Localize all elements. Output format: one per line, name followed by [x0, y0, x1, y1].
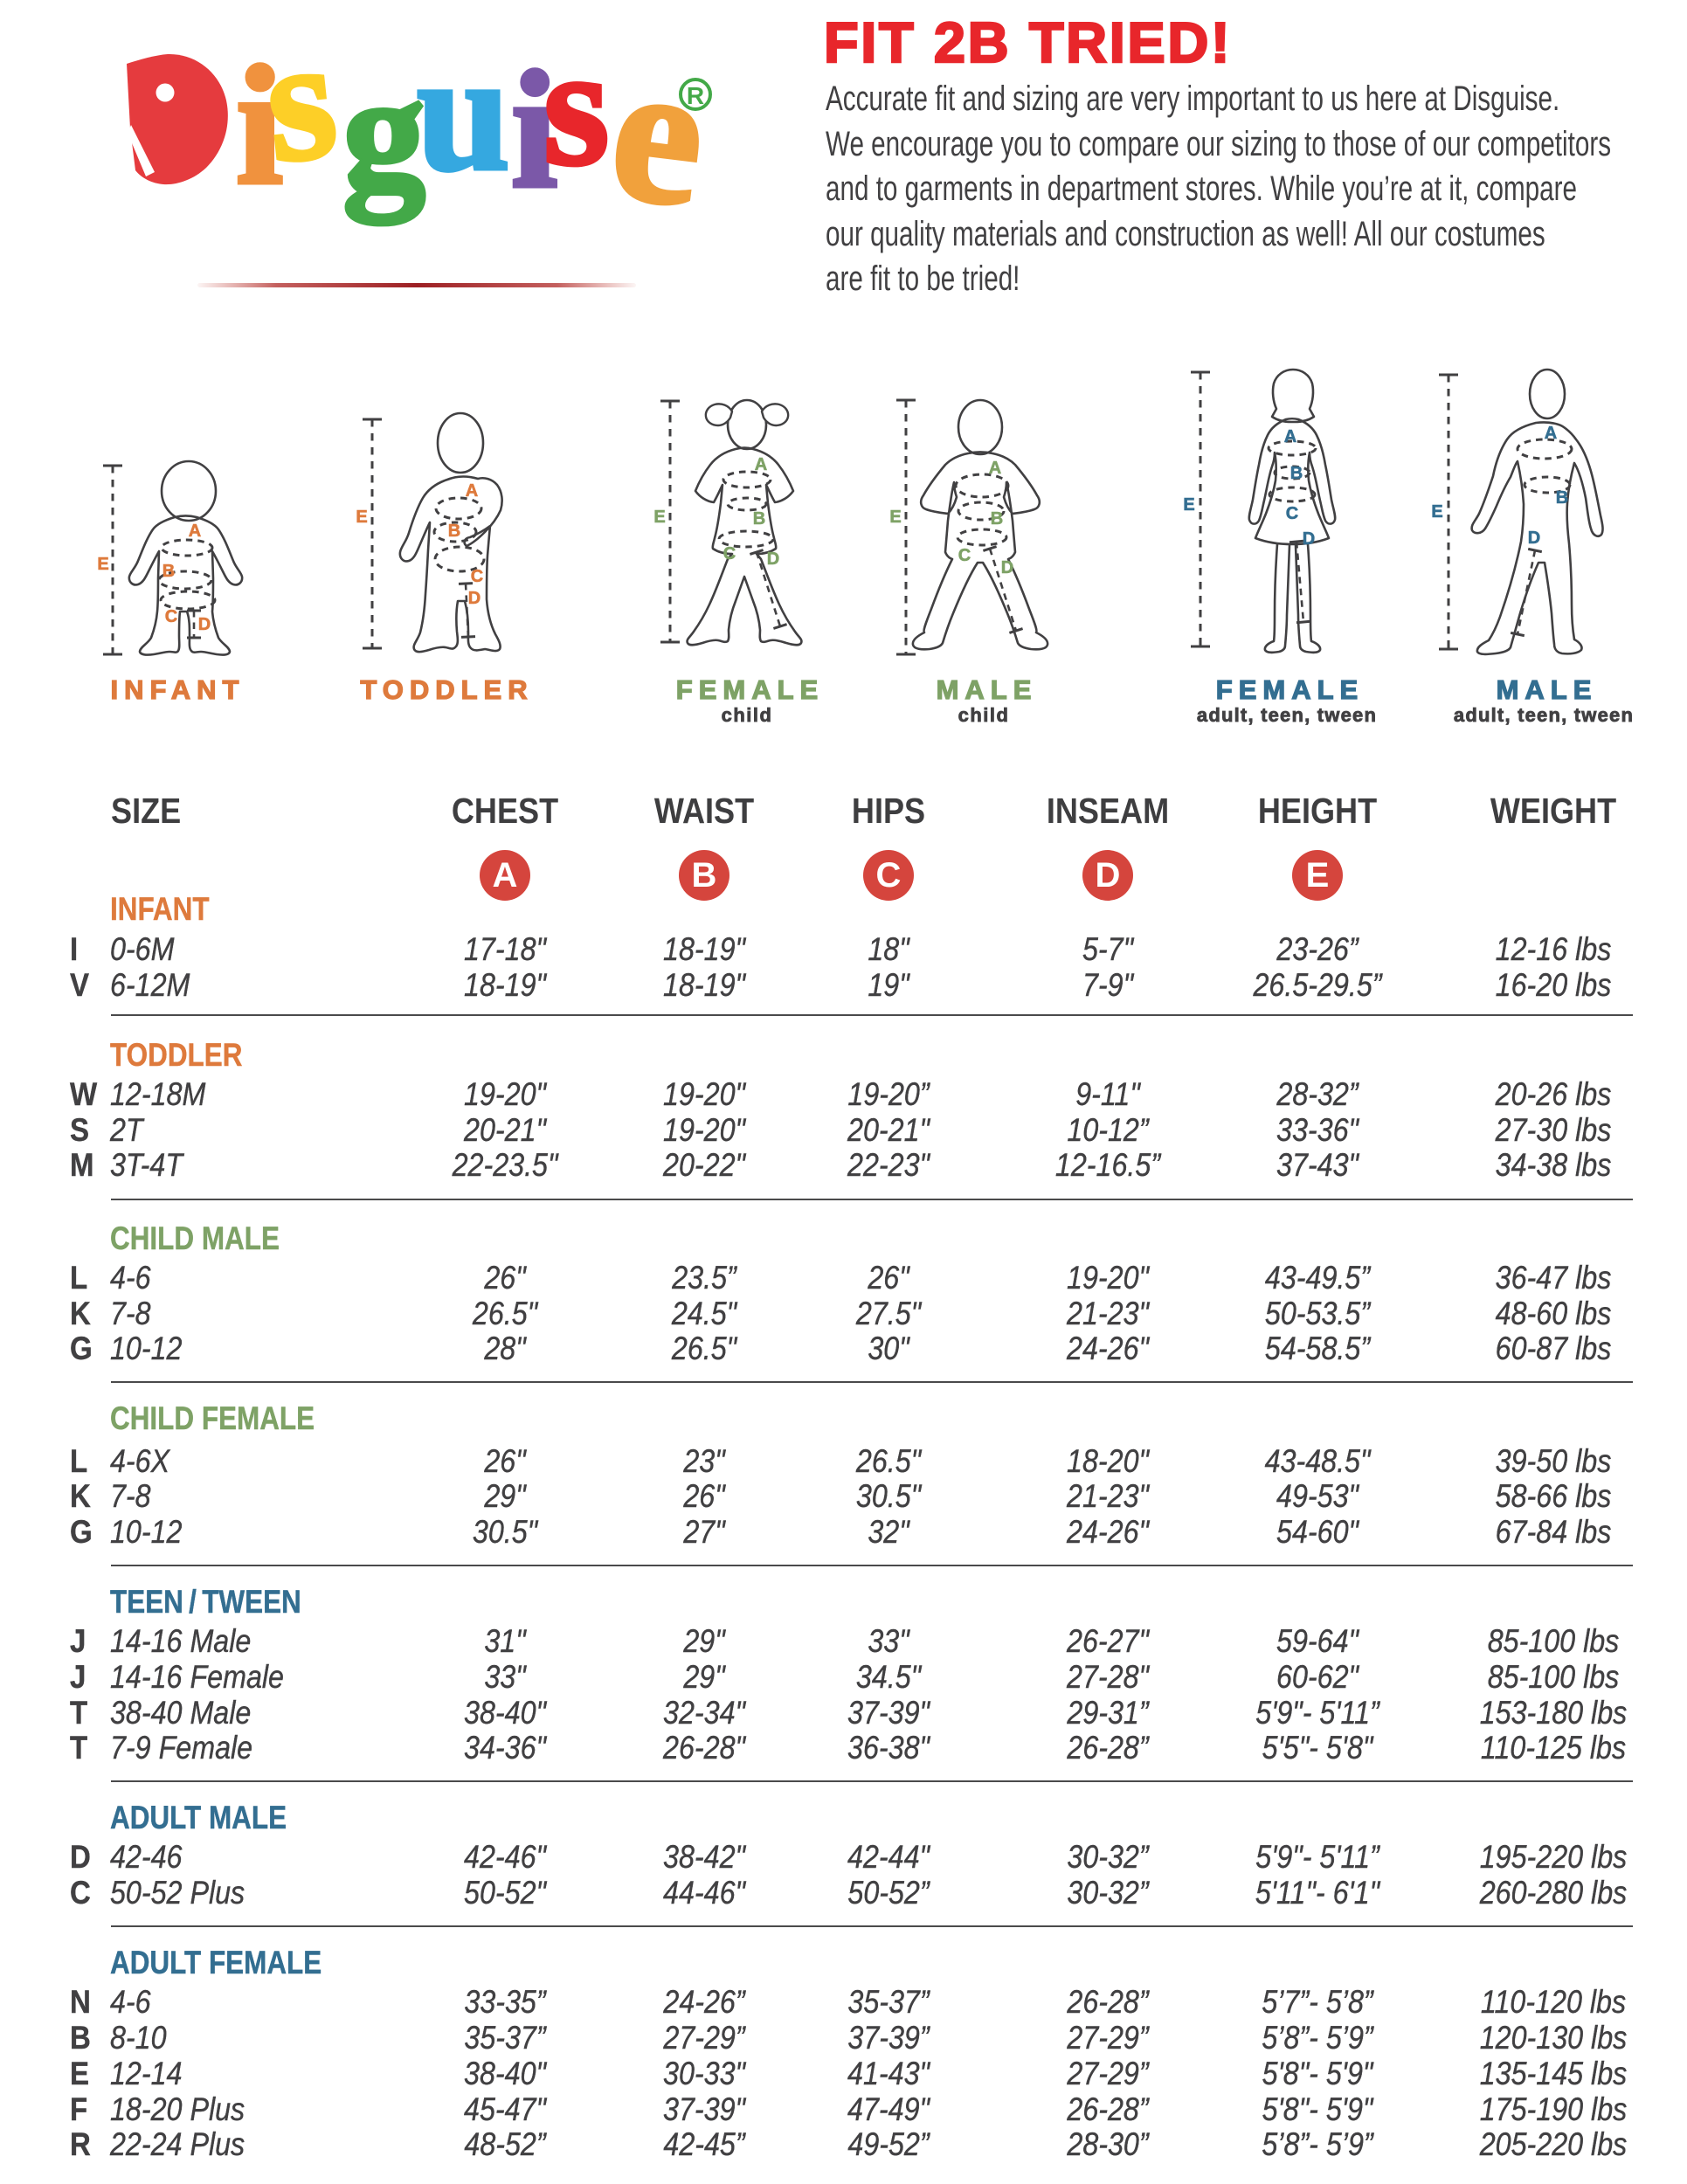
svg-text:D: D: [1001, 558, 1013, 577]
svg-text:MALE: MALE: [937, 674, 1038, 705]
svg-text:R: R: [687, 82, 704, 109]
svg-text:INFANT: INFANT: [111, 674, 245, 705]
svg-text:TODDLER: TODDLER: [360, 674, 533, 705]
svg-text:D: D: [1303, 529, 1315, 549]
svg-text:A: A: [989, 459, 1001, 478]
svg-text:E: E: [653, 508, 665, 527]
svg-text:D: D: [198, 615, 211, 634]
svg-text:adult, teen, tween: adult, teen, tween: [1454, 704, 1634, 726]
svg-text:s: s: [543, 12, 610, 200]
svg-text:A: A: [466, 481, 478, 501]
svg-text:D: D: [767, 549, 779, 569]
svg-text:C: C: [723, 544, 736, 563]
svg-text:A: A: [1545, 424, 1557, 443]
svg-text:A: A: [755, 455, 767, 474]
svg-text:B: B: [162, 562, 175, 581]
svg-text:E: E: [97, 555, 108, 574]
svg-text:FEMALE: FEMALE: [676, 674, 824, 705]
svg-text:C: C: [165, 607, 177, 626]
svg-text:child: child: [722, 704, 773, 726]
svg-text:FEMALE: FEMALE: [1216, 674, 1364, 705]
svg-text:g: g: [342, 41, 425, 225]
svg-text:e: e: [601, 17, 716, 250]
svg-text:A: A: [1284, 427, 1296, 446]
svg-text:u: u: [417, 19, 510, 205]
svg-text:D: D: [468, 589, 481, 608]
svg-text:B: B: [1556, 488, 1568, 508]
svg-text:B: B: [448, 522, 460, 541]
svg-text:E: E: [889, 508, 901, 527]
svg-text:i: i: [511, 37, 557, 223]
svg-text:E: E: [356, 508, 367, 527]
svg-text:child: child: [958, 704, 1010, 726]
svg-text:E: E: [1431, 502, 1442, 522]
svg-text:i: i: [236, 31, 283, 220]
svg-text:B: B: [1290, 464, 1303, 483]
svg-text:B: B: [753, 509, 765, 529]
svg-text:E: E: [1183, 495, 1194, 515]
svg-text:MALE: MALE: [1497, 674, 1598, 705]
svg-text:D: D: [1528, 529, 1540, 548]
svg-text:C: C: [1286, 504, 1298, 523]
svg-text:A: A: [189, 522, 201, 541]
svg-text:C: C: [471, 567, 483, 586]
svg-text:B: B: [991, 509, 1003, 529]
svg-text:adult, teen, tween: adult, teen, tween: [1197, 704, 1377, 726]
svg-text:C: C: [958, 546, 971, 565]
